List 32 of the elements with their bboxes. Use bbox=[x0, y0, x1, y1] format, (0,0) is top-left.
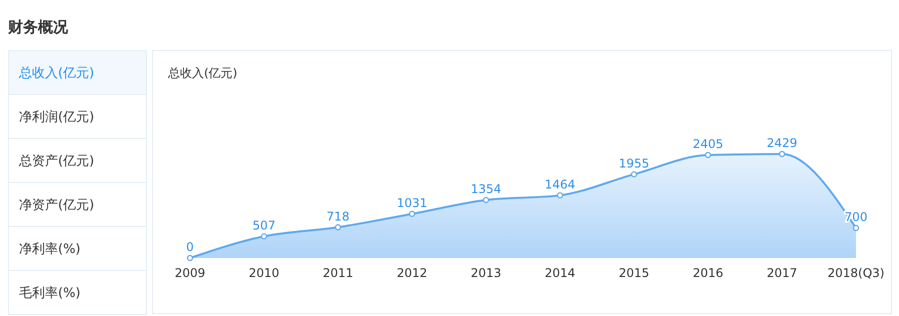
x-tick-label: 2017 bbox=[766, 266, 798, 280]
point bbox=[186, 254, 194, 262]
point bbox=[482, 196, 490, 204]
data-label: 1955 bbox=[618, 156, 650, 170]
x-tick-label: 2010 bbox=[248, 266, 280, 280]
side-menu: 总收入(亿元) 净利润(亿元) 总资产(亿元) 净资产(亿元) 净利率(%) 毛利率(%) bbox=[8, 50, 147, 315]
data-label: 507 bbox=[252, 218, 276, 232]
data-label: 2429 bbox=[766, 136, 798, 150]
x-tick-label: 2015 bbox=[618, 266, 650, 280]
point bbox=[630, 171, 638, 178]
point bbox=[852, 224, 860, 232]
x-tick-label: 2011 bbox=[322, 266, 354, 280]
x-tick-label: 2013 bbox=[470, 266, 502, 280]
text: 总收入(亿元) bbox=[167, 66, 238, 80]
x-tick-label: 2018(Q3) bbox=[828, 266, 884, 280]
data-label: 1464 bbox=[544, 177, 576, 192]
data-label: 0 bbox=[186, 240, 194, 254]
x-tick-label: 2016 bbox=[692, 266, 724, 280]
x-tick-label: 2012 bbox=[396, 266, 428, 280]
data-label: 718 bbox=[326, 209, 350, 224]
chart-title: 财务概况 bbox=[7, 18, 69, 36]
point bbox=[778, 150, 786, 158]
x-tick-label: 2009 bbox=[174, 266, 206, 280]
point bbox=[704, 152, 712, 158]
point bbox=[408, 210, 416, 217]
point bbox=[334, 224, 342, 230]
data-label: 1031 bbox=[396, 196, 428, 210]
x-tick-label: 2014 bbox=[544, 266, 576, 280]
point bbox=[556, 192, 564, 198]
point bbox=[260, 233, 268, 240]
data-label: 1354 bbox=[470, 182, 502, 196]
data-label: 2405 bbox=[692, 137, 724, 152]
